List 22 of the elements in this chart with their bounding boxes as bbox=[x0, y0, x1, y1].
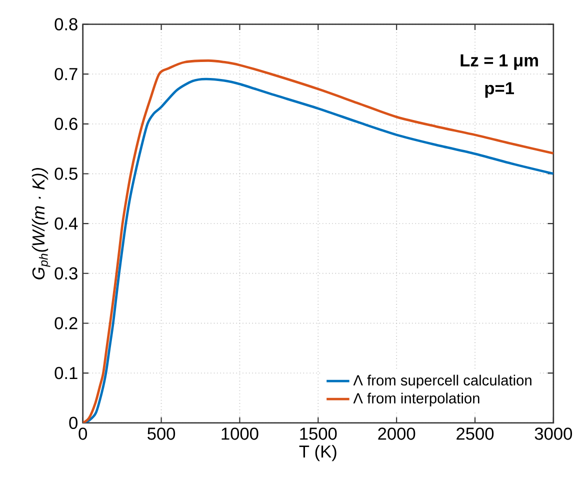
y-axis-title: G$_{ph}$(W/(m · K)) bbox=[32, 168, 50, 280]
y-tick-label: 0.1 bbox=[54, 366, 78, 380]
annotation: Lz = 1 μm bbox=[460, 54, 538, 70]
x-tick-label: 500 bbox=[148, 428, 176, 440]
x-tick-label: 0 bbox=[78, 428, 88, 440]
y-tick-label: 0.4 bbox=[54, 217, 78, 230]
y-tick-label: 0.7 bbox=[54, 68, 78, 80]
x-tick-label: 1000 bbox=[222, 428, 258, 440]
y-tick-label: 0.8 bbox=[54, 18, 78, 30]
y-tick-label: 0.6 bbox=[54, 118, 78, 130]
annotation: p=1 bbox=[485, 82, 514, 98]
x-tick-label: 2000 bbox=[378, 428, 416, 440]
x-tick-label: 3000 bbox=[534, 428, 572, 440]
legend-label: Λ from interpolation bbox=[353, 392, 480, 406]
x-tick-label: 1500 bbox=[300, 428, 337, 440]
y-tick-label: 0 bbox=[69, 416, 78, 429]
x-axis-title: T (K) bbox=[299, 444, 336, 462]
legend-label: Λ from supercell calculation bbox=[353, 374, 532, 388]
y-tick-label: 0.5 bbox=[54, 168, 78, 180]
y-tick-label: 0.2 bbox=[54, 317, 78, 330]
y-tick-label: 0.3 bbox=[54, 267, 78, 280]
x-tick-label: 2500 bbox=[456, 428, 494, 440]
